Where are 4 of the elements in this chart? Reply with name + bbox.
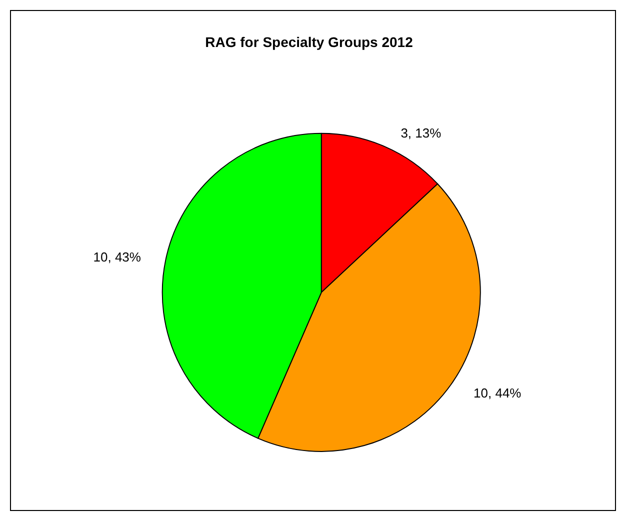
chart-title: RAG for Specialty Groups 2012 [205, 34, 414, 50]
data-label: 10, 43% [93, 250, 142, 265]
data-label: 3, 13% [400, 125, 442, 140]
data-label: 10, 44% [474, 385, 522, 400]
